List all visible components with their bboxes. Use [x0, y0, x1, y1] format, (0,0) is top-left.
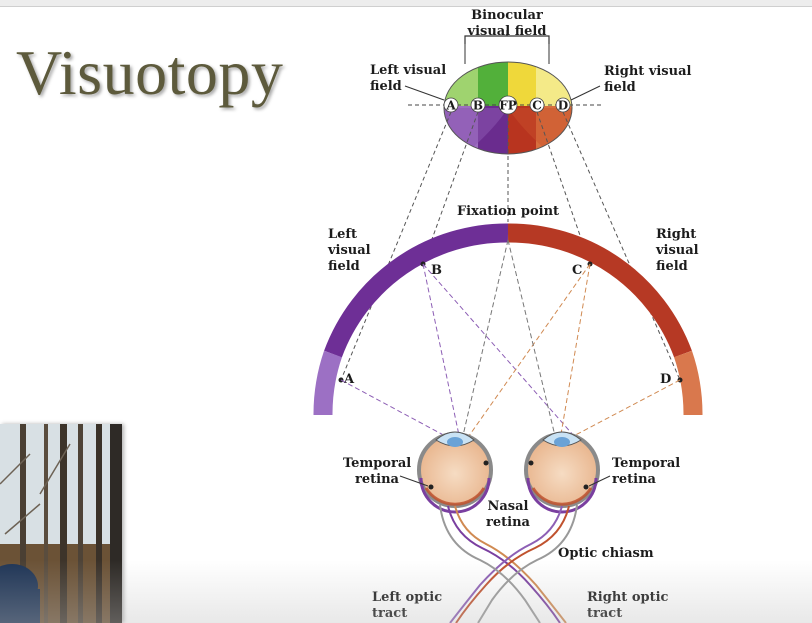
- slide-title: Visuotopy: [16, 37, 284, 108]
- nasal-retina-line1: Nasal: [488, 499, 529, 514]
- right-visual-field-line3: field: [656, 259, 688, 274]
- binocular-label-line1: Binocular: [471, 8, 543, 23]
- binocular-label-line2: visual field: [467, 24, 547, 39]
- left-optic-tract-line1: Left optic: [372, 590, 442, 605]
- arc-point-a: A: [343, 372, 355, 387]
- window-top-border: [0, 0, 812, 7]
- left-visual-field-top-line1: Left visual: [370, 63, 446, 78]
- right-optic-tract-line2: tract: [587, 606, 622, 621]
- arc-point-d: D: [660, 372, 671, 387]
- oval-point-c: C: [529, 97, 545, 113]
- left-visual-field-line2: visual: [327, 243, 371, 258]
- optic-chiasm-label: Optic chiasm: [558, 546, 654, 561]
- optic-nerves: [439, 504, 578, 623]
- arc-point-b: B: [431, 263, 442, 278]
- left-visual-field-line3: field: [328, 259, 360, 274]
- temporal-retina-left-line1: Temporal: [343, 456, 411, 471]
- arc-point-c: C: [572, 263, 582, 278]
- right-visual-field-line1: Right: [656, 227, 696, 242]
- nasal-retina-line2: retina: [486, 515, 531, 530]
- left-optic-tract-line2: tract: [372, 606, 407, 621]
- retina-projection-lines: [340, 239, 681, 461]
- oval-point-a: A: [443, 97, 459, 113]
- right-visual-field-line2: visual: [655, 243, 699, 258]
- svg-text:FP: FP: [499, 99, 517, 113]
- oval-point-d: D: [555, 97, 571, 113]
- temporal-retina-right-line1: Temporal: [612, 456, 680, 471]
- oval-point-b: B: [470, 97, 486, 113]
- left-visual-field-line1: Left: [328, 227, 357, 242]
- oval-point-fp: FP: [498, 95, 518, 115]
- visual-field-arc: [313, 223, 703, 416]
- temporal-retina-left-line2: retina: [355, 472, 400, 487]
- right-optic-tract-line1: Right optic: [587, 590, 669, 605]
- left-eye: [417, 431, 493, 514]
- right-visual-field-top-line2: field: [604, 80, 636, 95]
- right-visual-field-top-line1: Right visual: [604, 64, 692, 79]
- presenter-video-thumbnail: [0, 424, 122, 623]
- left-visual-field-top-line2: field: [370, 79, 402, 94]
- svg-text:A: A: [445, 99, 456, 113]
- temporal-retina-right-line2: retina: [612, 472, 657, 487]
- svg-text:C: C: [532, 99, 542, 113]
- svg-text:B: B: [473, 99, 483, 113]
- right-eye: [524, 431, 600, 514]
- fixation-point-label: Fixation point: [457, 204, 559, 219]
- svg-text:D: D: [558, 99, 568, 113]
